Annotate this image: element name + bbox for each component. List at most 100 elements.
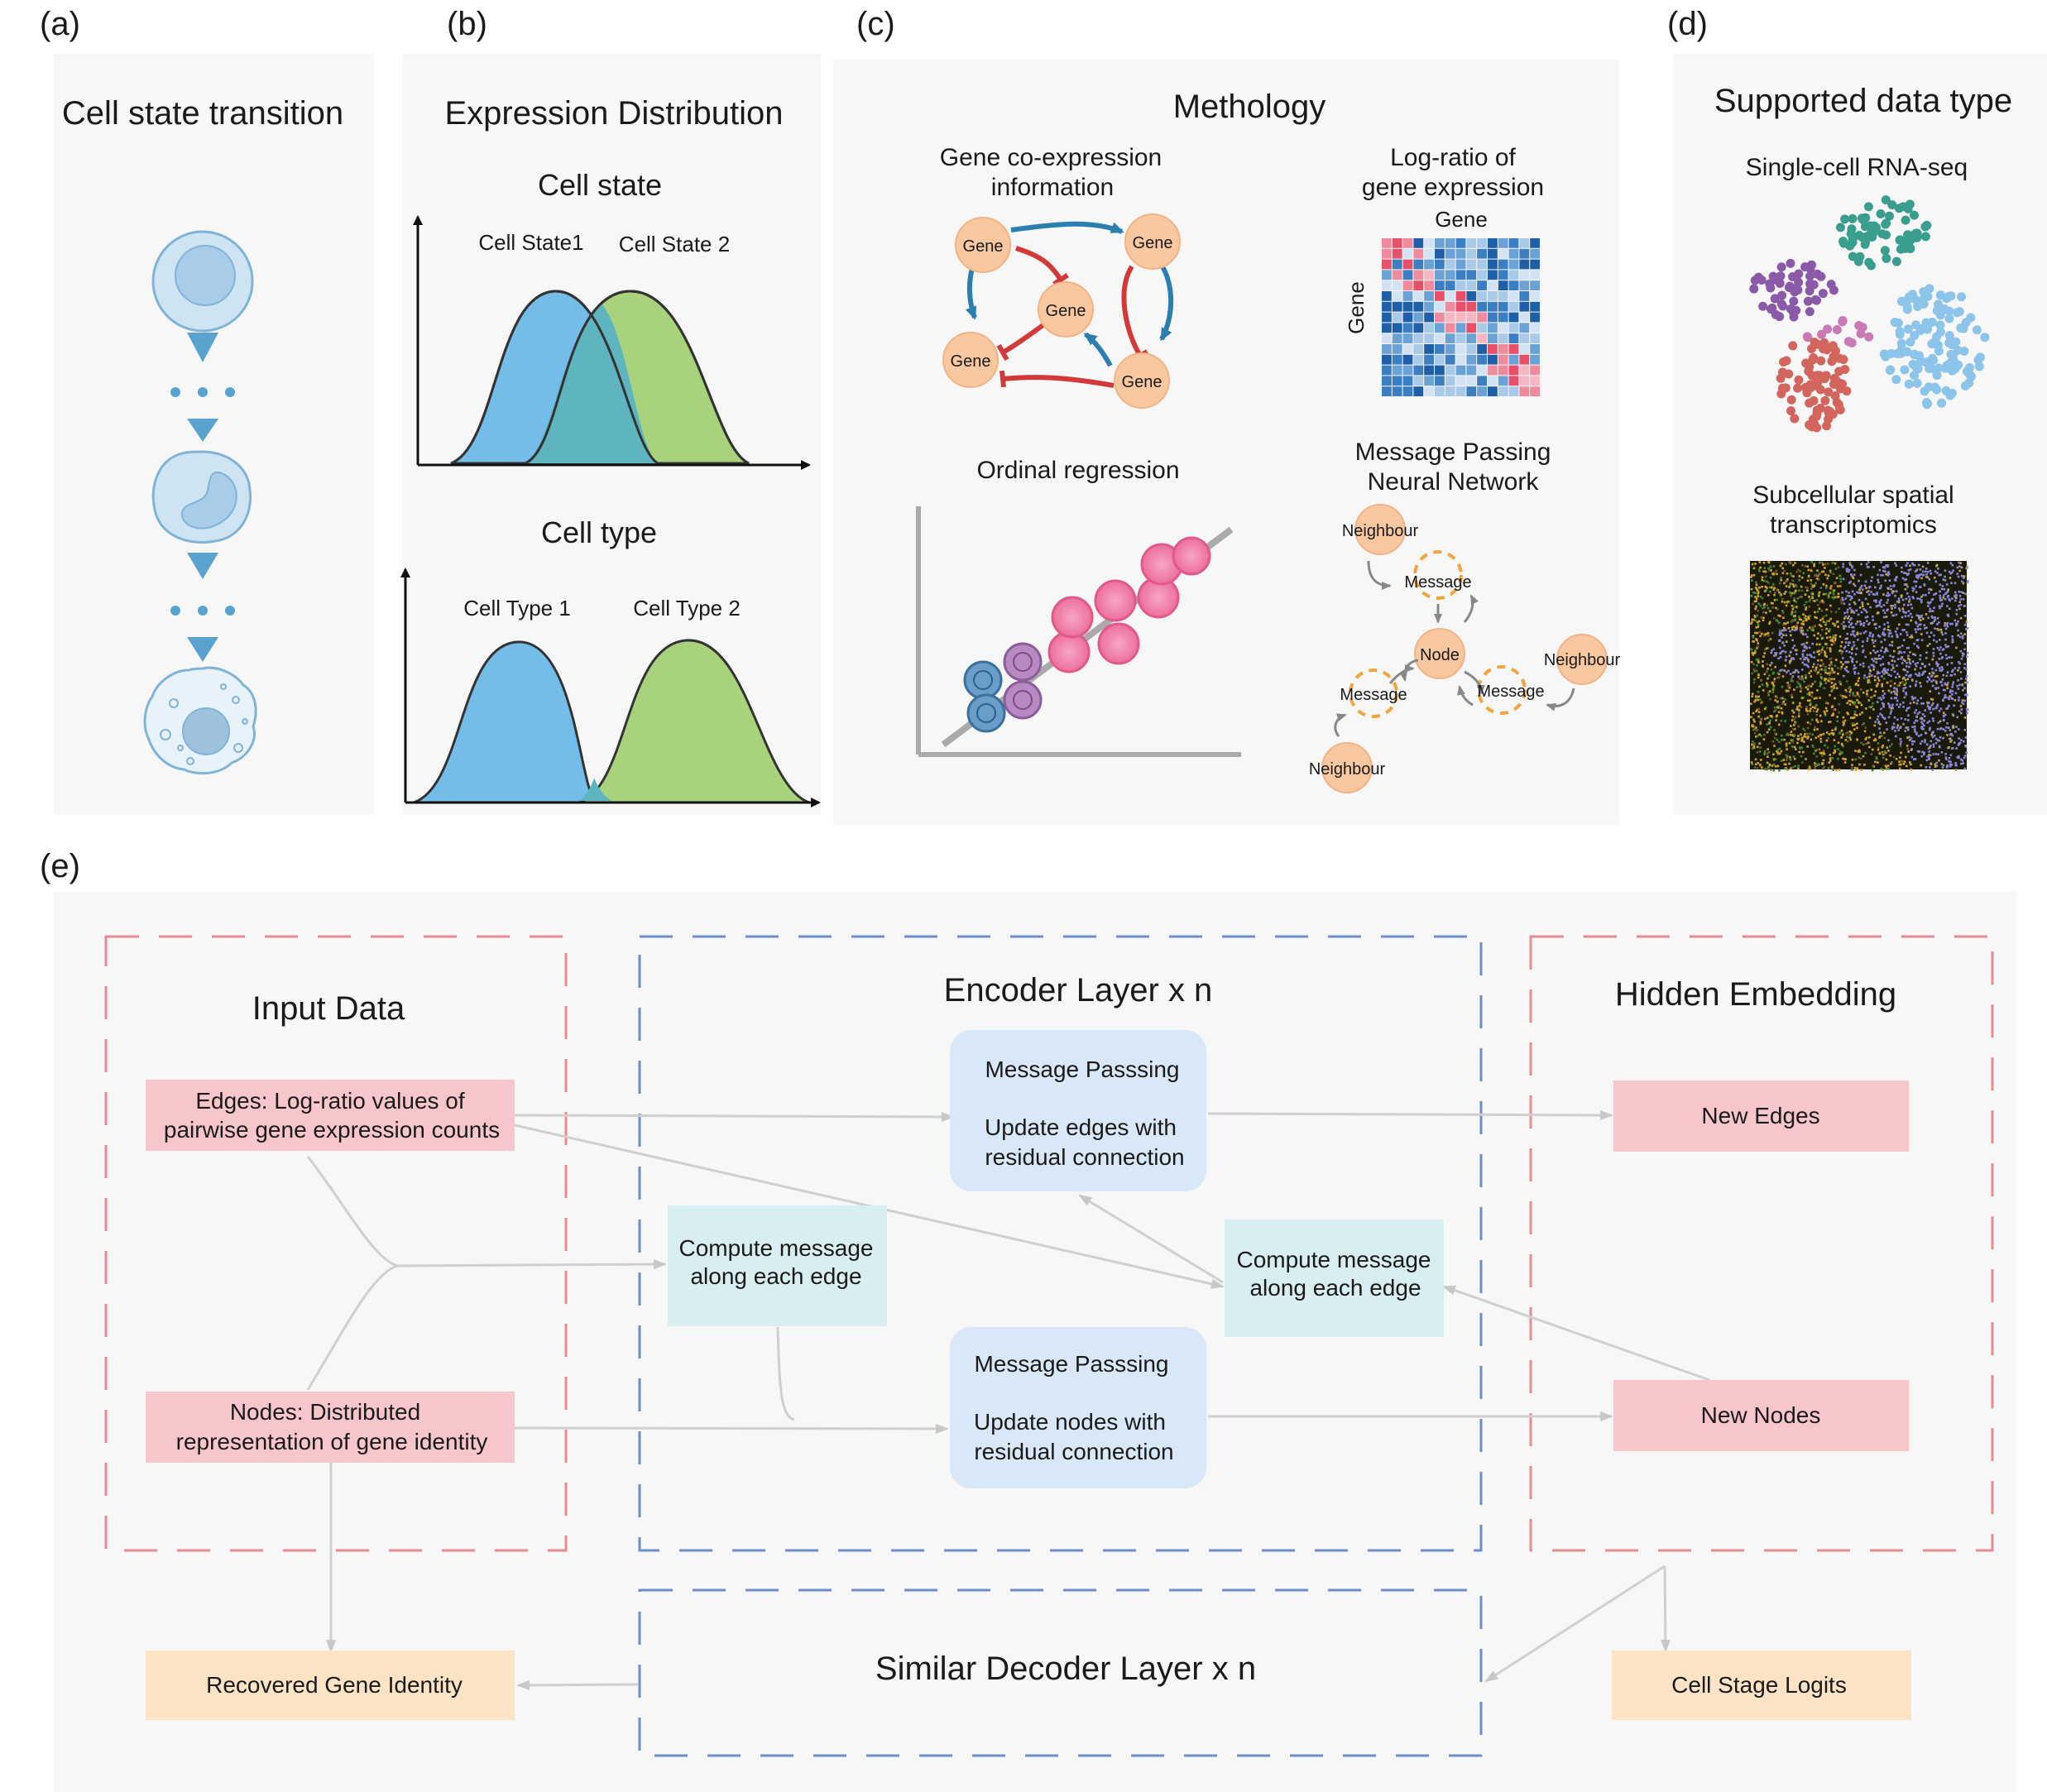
heatmap-cell <box>1392 238 1402 248</box>
spatial-pixel <box>1798 704 1801 707</box>
spatial-pixel <box>1867 590 1870 592</box>
scatter-point <box>1794 277 1804 287</box>
spatial-pixel <box>1830 714 1834 717</box>
spatial-pixel <box>1966 712 1968 715</box>
spatial-pixel <box>1896 576 1898 578</box>
scatter-point <box>1776 271 1786 281</box>
spatial-pixel <box>1920 614 1924 617</box>
spatial-pixel <box>1792 625 1795 628</box>
spatial-pixel <box>1886 668 1889 671</box>
spatial-pixel <box>1946 605 1949 607</box>
spatial-pixel <box>1808 646 1811 649</box>
spatial-pixel <box>1753 700 1756 703</box>
spatial-pixel <box>1755 626 1757 629</box>
spatial-pixel <box>1924 739 1926 741</box>
spatial-pixel <box>1767 639 1771 642</box>
scatter-point <box>1910 210 1920 220</box>
spatial-pixel <box>1910 634 1913 637</box>
spatial-pixel <box>1860 769 1862 772</box>
spatial-pixel <box>1815 577 1819 580</box>
spatial-pixel <box>1800 733 1802 736</box>
spatial-pixel <box>1766 604 1769 606</box>
spatial-pixel <box>1875 658 1878 660</box>
spatial-pixel <box>1773 710 1776 713</box>
spatial-pixel <box>1938 710 1941 712</box>
spatial-pixel <box>1880 584 1882 587</box>
spatial-pixel <box>1900 716 1903 720</box>
spatial-pixel <box>1959 632 1963 635</box>
spatial-pixel <box>1846 608 1849 611</box>
spatial-pixel <box>1910 616 1914 619</box>
spatial-pixel <box>1816 650 1819 654</box>
spatial-pixel <box>1950 656 1954 659</box>
spatial-pixel <box>1834 568 1838 570</box>
spatial-pixel <box>1870 591 1872 593</box>
spatial-pixel <box>1896 627 1899 630</box>
spatial-pixel <box>1857 672 1860 675</box>
spatial-pixel <box>1797 671 1800 673</box>
spatial-pixel <box>1836 667 1839 669</box>
spatial-pixel <box>1914 758 1917 760</box>
heatmap-cell <box>1435 354 1445 365</box>
spatial-pixel <box>1800 585 1803 588</box>
spatial-pixel <box>1816 574 1819 577</box>
heatmap-cell <box>1498 259 1508 270</box>
spatial-pixel <box>1791 696 1794 699</box>
spatial-pixel <box>1805 732 1809 735</box>
heatmap-cell <box>1477 291 1487 301</box>
spatial-pixel <box>1820 599 1824 602</box>
heatmap-cell <box>1413 312 1424 323</box>
spatial-pixel <box>1860 584 1863 587</box>
spatial-pixel <box>1891 590 1894 592</box>
spatial-pixel <box>1907 750 1910 753</box>
spatial-pixel <box>1951 690 1954 692</box>
spatial-pixel <box>1809 703 1812 707</box>
spatial-pixel <box>1909 564 1911 568</box>
spatial-pixel <box>1806 699 1810 702</box>
spatial-pixel <box>1786 748 1788 751</box>
spatial-pixel <box>1900 651 1903 654</box>
spatial-pixel <box>1951 640 1954 643</box>
spatial-pixel <box>1789 651 1792 654</box>
spatial-pixel <box>1942 764 1945 767</box>
gene-node-label: Gene <box>1046 302 1086 320</box>
spatial-pixel <box>1901 598 1905 601</box>
scatter-point <box>1809 280 1819 290</box>
spatial-pixel <box>1901 607 1905 611</box>
spatial-pixel <box>1845 690 1848 693</box>
heatmap-cell <box>1392 280 1402 290</box>
spatial-pixel <box>1851 769 1853 771</box>
spatial-pixel <box>1920 718 1924 721</box>
spatial-pixel <box>1846 637 1848 640</box>
spatial-pixel <box>1956 716 1958 719</box>
heatmap-cell <box>1477 301 1487 312</box>
spatial-pixel <box>1876 592 1878 594</box>
spatial-pixel <box>1942 597 1945 599</box>
spatial-pixel <box>1811 629 1814 632</box>
spatial-pixel <box>1959 562 1962 565</box>
scatter-point <box>1835 223 1845 232</box>
spatial-pixel <box>1947 726 1950 729</box>
spatial-pixel <box>1960 708 1963 711</box>
spatial-pixel <box>1866 694 1869 697</box>
spatial-pixel <box>1930 621 1933 625</box>
spatial-pixel <box>1947 645 1950 648</box>
spatial-pixel <box>1786 755 1789 758</box>
spatial-pixel <box>1774 695 1777 698</box>
spatial-pixel <box>1812 599 1815 602</box>
heatmap-cell <box>1413 301 1424 312</box>
spatial-pixel <box>1965 668 1968 671</box>
spatial-pixel <box>1842 674 1845 678</box>
spatial-pixel <box>1813 634 1816 637</box>
spatial-pixel <box>1911 743 1914 745</box>
spatial-pixel <box>1911 589 1915 592</box>
spatial-pixel <box>1890 710 1893 713</box>
spatial-pixel <box>1890 762 1892 765</box>
spatial-pixel <box>1798 750 1801 754</box>
spatial-pixel <box>1910 696 1914 698</box>
spatial-pixel <box>1863 584 1867 587</box>
spatial-pixel <box>1833 671 1836 673</box>
spatial-pixel <box>1846 731 1849 734</box>
spatial-pixel <box>1840 599 1843 601</box>
spatial-pixel <box>1827 574 1830 577</box>
